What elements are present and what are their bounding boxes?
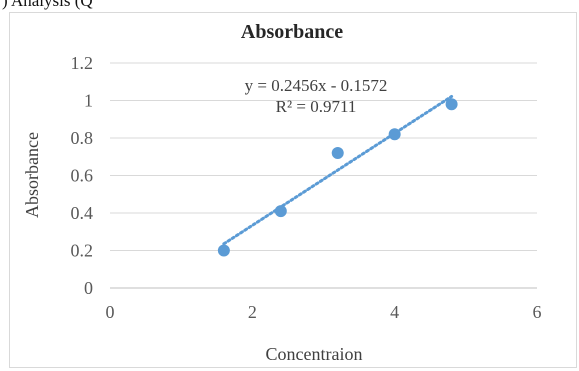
cropped-caption: ) Analysis (Q: [0, 0, 579, 12]
x-axis-ticks: 0 2 4 6: [106, 302, 542, 322]
x-tick-label: 2: [248, 302, 257, 322]
y-tick-label: 0.2: [71, 241, 94, 261]
trendline: [222, 94, 454, 246]
y-axis-label: Absorbance: [22, 132, 42, 218]
data-point: [445, 98, 458, 111]
y-tick-label: 1: [84, 91, 93, 111]
trendline-equation: y = 0.2456x - 0.1572: [245, 76, 388, 95]
cropped-caption-text: ) Analysis (Q: [2, 0, 93, 10]
x-tick-label: 0: [106, 302, 115, 322]
y-tick-label: 0.6: [71, 166, 94, 186]
data-point: [217, 244, 230, 257]
chart-title: Absorbance: [241, 21, 343, 43]
y-tick-label: 0: [84, 278, 93, 298]
gridlines: [110, 62, 537, 289]
x-tick-label: 4: [390, 302, 399, 322]
data-point: [274, 205, 287, 218]
data-point: [331, 147, 344, 159]
y-axis-ticks: 0 0.2 0.4 0.6 0.8 1 1.2: [71, 53, 94, 298]
data-point: [388, 128, 401, 141]
trendline-group: [222, 94, 454, 246]
trendline-r-squared: R² = 0.9711: [276, 97, 357, 116]
data-points: [217, 98, 458, 257]
x-axis-label: Concentraion: [266, 344, 363, 364]
y-tick-label: 0.4: [71, 203, 94, 223]
x-tick-label: 6: [533, 302, 542, 322]
y-tick-label: 1.2: [71, 53, 94, 73]
y-tick-label: 0.8: [71, 128, 94, 148]
